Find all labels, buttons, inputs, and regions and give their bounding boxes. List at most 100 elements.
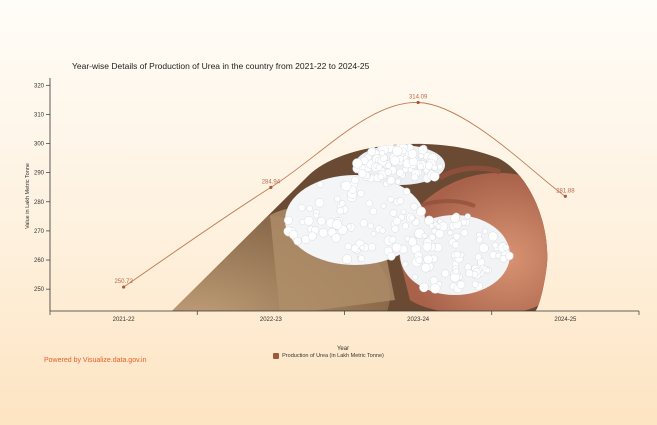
- granule: [423, 254, 433, 265]
- granule: [402, 187, 411, 196]
- granule: [365, 199, 373, 207]
- granule: [456, 280, 466, 290]
- granule: [352, 158, 363, 169]
- data-point[interactable]: [269, 185, 273, 189]
- granule: [502, 244, 510, 251]
- y-tick-label: 300: [34, 142, 45, 148]
- granule: [421, 262, 431, 273]
- x-tick-label: 2021-22: [113, 317, 136, 323]
- x-axis: 2021-22 2022-23 2023-24 2024-25: [49, 310, 640, 323]
- y-tick-label: 270: [34, 229, 45, 235]
- granule: [358, 169, 367, 178]
- granule: [402, 261, 409, 268]
- granule: [369, 207, 378, 216]
- granule: [464, 263, 472, 271]
- granule: [314, 198, 325, 208]
- granule: [428, 223, 435, 229]
- granule: [401, 222, 409, 230]
- x-axis-label: Year: [337, 346, 349, 352]
- granule: [346, 223, 353, 230]
- granule: [391, 224, 400, 233]
- granule: [422, 242, 433, 252]
- granule: [451, 240, 460, 249]
- granule: [396, 197, 405, 205]
- granule: [339, 200, 346, 207]
- legend-label: Production of Urea (in Lakh Metric Tonne…: [282, 353, 384, 359]
- y-tick-label: 290: [34, 171, 45, 177]
- granule: [331, 219, 343, 230]
- granule: [387, 196, 395, 203]
- data-point[interactable]: [122, 285, 126, 289]
- granule: [492, 242, 499, 249]
- granule: [357, 254, 365, 262]
- granule: [367, 222, 375, 230]
- granule: [407, 149, 418, 159]
- granule: [392, 216, 402, 226]
- granule: [431, 164, 438, 171]
- granule: [380, 203, 387, 209]
- y-tick-label: 260: [34, 258, 45, 264]
- y-tick-label: 280: [34, 200, 45, 206]
- y-tick-label: 310: [34, 112, 45, 118]
- granule: [351, 176, 360, 185]
- granule: [379, 227, 386, 234]
- granule: [441, 269, 450, 278]
- granule: [430, 283, 441, 294]
- granule: [488, 231, 498, 242]
- granule: [298, 203, 306, 212]
- granule: [400, 209, 407, 215]
- granule: [453, 250, 461, 259]
- granule: [410, 202, 418, 211]
- granule: [336, 206, 345, 215]
- granule: [452, 268, 460, 275]
- legend-swatch: [273, 353, 280, 359]
- granule: [378, 149, 386, 157]
- granule: [359, 219, 368, 228]
- granule: [359, 244, 366, 251]
- granule: [377, 173, 385, 180]
- granule: [478, 243, 489, 254]
- granule: [367, 147, 376, 157]
- data-label: 314.09: [409, 94, 428, 100]
- granule: [288, 230, 298, 240]
- granule: [307, 231, 317, 241]
- granule: [464, 213, 471, 220]
- granule: [410, 173, 419, 182]
- granule: [474, 253, 482, 261]
- granule: [313, 212, 320, 219]
- granule: [476, 236, 484, 244]
- granule: [385, 162, 392, 169]
- granule: [450, 213, 460, 224]
- granule: [316, 181, 324, 188]
- granule: [437, 163, 443, 170]
- granule: [370, 231, 377, 237]
- data-point[interactable]: [416, 100, 420, 105]
- powered-by-credit[interactable]: Powered by Visualize.data.gov.in: [44, 357, 147, 364]
- granule: [318, 228, 329, 238]
- granule: [384, 168, 392, 176]
- granule: [460, 228, 469, 237]
- granule: [386, 252, 396, 261]
- granule: [417, 163, 424, 170]
- granule: [283, 215, 293, 225]
- granule: [334, 195, 341, 203]
- granule: [407, 237, 417, 247]
- data-point[interactable]: [563, 194, 567, 198]
- series-layer: 250.72 284.94 314.09 281.88: [114, 94, 575, 289]
- granule: [375, 164, 383, 171]
- granule: [505, 251, 514, 261]
- legend: Production of Urea (in Lakh Metric Tonne…: [0, 353, 657, 359]
- granule: [344, 242, 352, 250]
- granule: [387, 176, 396, 185]
- granule: [392, 145, 403, 157]
- y-axis: 250 260 270 280 290 300 310 320: [34, 78, 51, 311]
- granule: [331, 233, 341, 243]
- data-label: 281.88: [556, 188, 575, 194]
- granule: [391, 242, 402, 253]
- series-line: [123, 102, 566, 288]
- data-label: 250.72: [114, 279, 133, 285]
- granule: [293, 236, 302, 246]
- granule: [495, 252, 502, 259]
- granule: [465, 269, 474, 278]
